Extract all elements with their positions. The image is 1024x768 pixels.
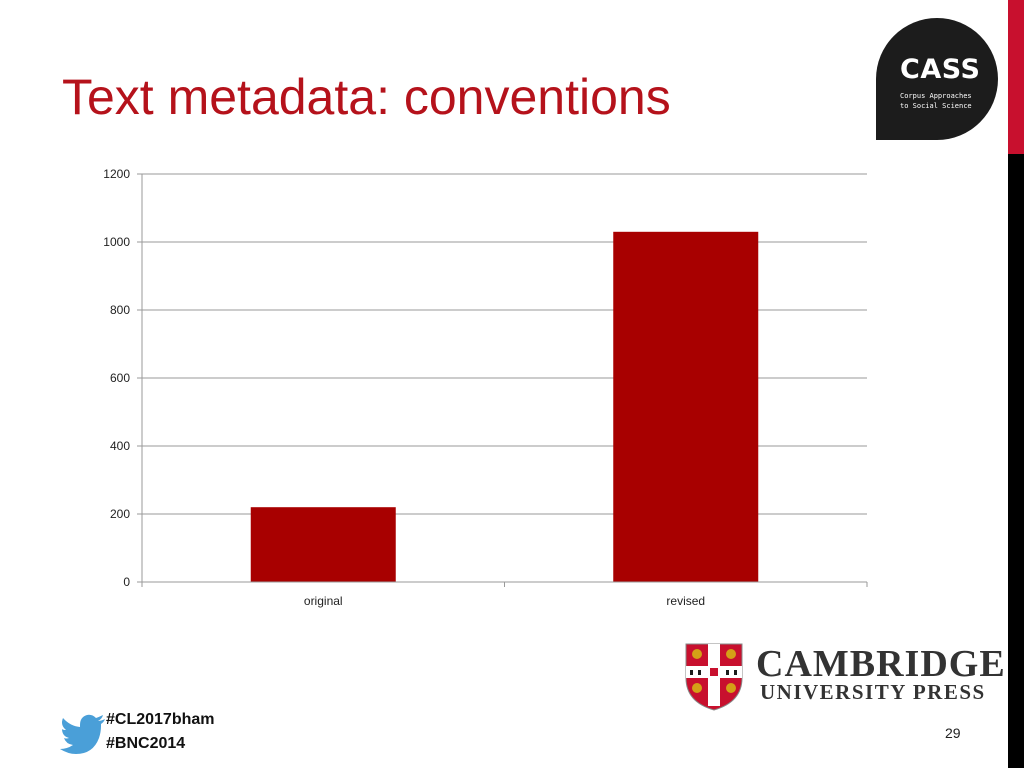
bar-chart: 0 200 400 600 800 1000 1200 original revised xyxy=(103,167,868,608)
cambridge-university-press-logo xyxy=(685,643,743,711)
y-tick-label: 0 xyxy=(123,575,130,589)
axis-layer xyxy=(137,173,868,587)
y-tick-label: 1000 xyxy=(103,235,130,249)
hashtag-corpus[interactable]: #BNC2014 xyxy=(106,735,186,752)
label-layer: 0 200 400 600 800 1000 1200 original revised xyxy=(103,167,705,608)
y-tick-label: 1200 xyxy=(103,167,130,181)
x-tick-label: revised xyxy=(666,594,705,608)
bar-original xyxy=(250,507,396,582)
hashtag-conference[interactable]: #CL2017bham xyxy=(106,711,215,728)
cass-logo-subtitle: Corpus Approaches to Social Science xyxy=(900,91,998,111)
cass-logo-subtitle-line2: to Social Science xyxy=(900,102,972,110)
publisher-name-line1: CAMBRIDGE xyxy=(756,643,1006,685)
y-tick-label: 200 xyxy=(110,507,130,521)
accent-bar-red xyxy=(1008,0,1024,154)
twitter-bird-icon xyxy=(60,714,105,754)
accent-bar-black xyxy=(1008,154,1024,768)
y-tick-label: 800 xyxy=(110,303,130,317)
y-tick-label: 600 xyxy=(110,371,130,385)
x-tick-label: original xyxy=(304,594,343,608)
cass-logo: CASS Corpus Approaches to Social Science xyxy=(876,18,998,140)
hashtags: #CL2017bham #BNC2014 xyxy=(106,708,215,756)
page-number: 29 xyxy=(945,725,961,741)
bar-layer xyxy=(250,231,759,583)
publisher-name-line2: UNIVERSITY PRESS xyxy=(760,680,986,704)
slide-title: Text metadata: conventions xyxy=(62,69,671,125)
bar-revised xyxy=(613,231,759,583)
cass-logo-title: CASS xyxy=(900,54,981,85)
cass-logo-subtitle-line1: Corpus Approaches xyxy=(900,92,972,100)
university-coat-of-arms-icon xyxy=(685,643,743,711)
y-tick-label: 400 xyxy=(110,439,130,453)
